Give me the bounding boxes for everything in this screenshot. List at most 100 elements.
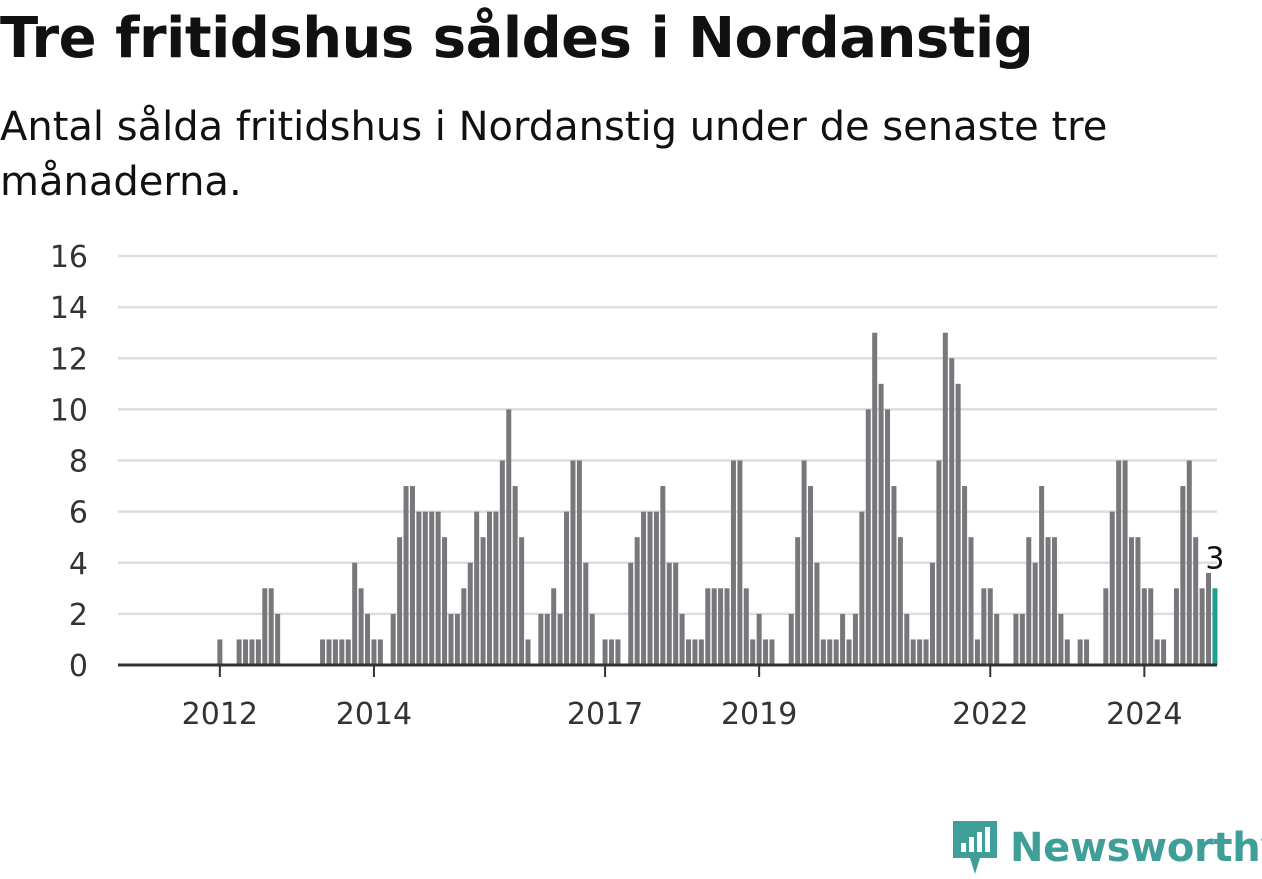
x-tick-label: 2022 xyxy=(952,697,1028,732)
bar xyxy=(1199,588,1205,665)
bar xyxy=(859,511,865,666)
bar xyxy=(641,511,647,666)
newsworthy-chart-icon xyxy=(953,821,997,874)
chart-subtitle: Antal sålda fritidshus i Nordanstig unde… xyxy=(0,104,1108,205)
bar xyxy=(955,383,961,665)
bar xyxy=(1148,588,1154,665)
bar xyxy=(904,613,910,666)
bar xyxy=(1109,511,1115,666)
bar xyxy=(448,613,454,666)
bar xyxy=(602,639,608,665)
bar xyxy=(730,460,736,665)
bar xyxy=(974,639,980,665)
logo-text: Newsworthy xyxy=(1010,825,1262,871)
bar xyxy=(1032,562,1038,665)
bar xyxy=(840,613,846,666)
bar xyxy=(390,613,396,666)
bar xyxy=(897,537,903,665)
y-tick-label: 8 xyxy=(69,445,88,480)
bar xyxy=(852,613,858,666)
bar xyxy=(833,639,839,665)
bar xyxy=(371,639,377,665)
bar xyxy=(1039,486,1045,665)
bar xyxy=(865,409,871,666)
bar xyxy=(409,486,415,665)
x-tick-label: 2019 xyxy=(721,697,797,732)
bar xyxy=(332,639,338,665)
bar xyxy=(872,332,878,665)
bar xyxy=(795,537,801,665)
bar xyxy=(846,639,852,665)
bar xyxy=(217,639,223,665)
bar xyxy=(987,588,993,665)
bar xyxy=(358,588,364,665)
bar xyxy=(698,639,704,665)
bar xyxy=(994,613,1000,666)
bar xyxy=(724,588,730,665)
bar xyxy=(243,639,249,665)
bar xyxy=(255,639,261,665)
bar xyxy=(769,639,775,665)
bar xyxy=(756,613,762,666)
bar xyxy=(377,639,383,665)
bar xyxy=(1180,486,1186,665)
bar xyxy=(1122,460,1128,665)
bar xyxy=(236,639,242,665)
bar xyxy=(647,511,653,666)
bar xyxy=(1129,537,1134,665)
bar xyxy=(1051,537,1057,665)
bar xyxy=(512,486,518,665)
bar xyxy=(339,639,345,665)
bar xyxy=(1154,639,1160,665)
y-tick-label: 16 xyxy=(50,240,88,275)
bar xyxy=(763,639,769,665)
bar xyxy=(1135,537,1141,665)
bar xyxy=(320,639,326,665)
bar xyxy=(557,613,563,666)
bar xyxy=(1206,572,1212,665)
bar xyxy=(345,639,351,665)
bar xyxy=(634,537,640,665)
bar xyxy=(506,409,512,666)
bar xyxy=(750,639,756,665)
bar xyxy=(917,639,923,665)
latest-value-label: 3 xyxy=(1205,541,1224,576)
chart-title: Tre fritidshus såldes i Nordanstig xyxy=(0,6,1034,71)
bar xyxy=(679,613,685,666)
bar xyxy=(525,639,531,665)
bar xyxy=(429,511,435,666)
y-tick-label: 4 xyxy=(69,547,88,582)
bar xyxy=(1064,639,1070,665)
bar xyxy=(737,460,743,665)
bar xyxy=(743,588,749,665)
bar xyxy=(929,562,935,665)
bar xyxy=(487,511,492,666)
bar xyxy=(660,486,666,665)
axes: 0 2 4 6 8 10 12 14 16 2012 2014 2017 2019 2022 2024 3 xyxy=(50,240,1225,732)
bar xyxy=(275,613,281,666)
bar xyxy=(352,562,358,665)
newsworthy-logo: Newsworthy xyxy=(950,818,1262,878)
bar xyxy=(910,639,916,665)
bar xyxy=(981,588,987,665)
bar xyxy=(262,588,268,665)
bar xyxy=(692,639,698,665)
y-tick-label: 0 xyxy=(69,649,88,684)
bar xyxy=(891,486,897,665)
bar xyxy=(326,639,332,665)
y-tick-label: 14 xyxy=(50,291,88,326)
bar xyxy=(711,588,717,665)
bar xyxy=(1161,639,1167,665)
bar xyxy=(461,588,467,665)
bar xyxy=(1045,537,1051,665)
bars xyxy=(217,332,1218,666)
bar xyxy=(467,562,473,665)
bar xyxy=(249,639,255,665)
bar xyxy=(1019,613,1025,666)
bar xyxy=(268,588,274,665)
bar xyxy=(480,537,486,665)
bar xyxy=(942,332,948,665)
y-tick-label: 12 xyxy=(50,342,88,377)
bar xyxy=(499,460,505,665)
